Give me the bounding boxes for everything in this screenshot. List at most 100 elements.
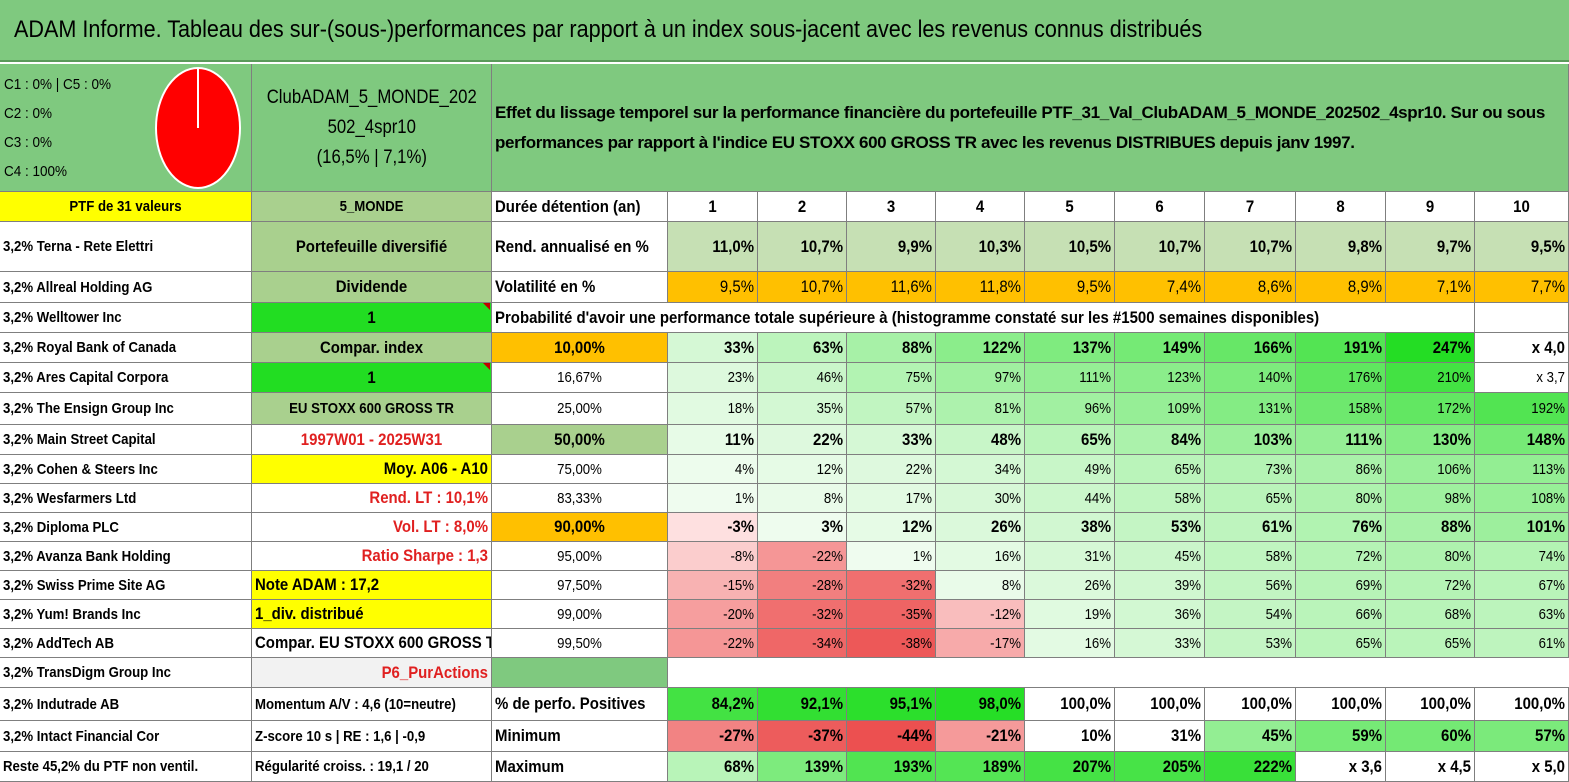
minimum-value-text: 10% — [1081, 726, 1111, 745]
portfolio-name-line: ClubADAM_5_MONDE_202 — [266, 86, 477, 108]
minimum-value-text: 31% — [1171, 726, 1201, 745]
quantile-value-text: 39% — [1174, 576, 1201, 594]
holding-row-text: 3,2% Swiss Prime Site AG — [3, 576, 166, 594]
maximum-value: 222% — [1205, 752, 1296, 782]
quantile-value-text: -8% — [730, 547, 754, 565]
minimum-value: 59% — [1296, 721, 1386, 752]
quantile-value-text: 45% — [1174, 547, 1201, 565]
quantile-value-text: 166% — [1253, 337, 1292, 357]
quantile-value: 131% — [1205, 393, 1296, 425]
holding-row: 3,2% Yum! Brands Inc — [0, 600, 252, 629]
quantile-level-text: 16,67% — [557, 369, 602, 386]
quantile-value: 210% — [1386, 363, 1475, 393]
quantile-value: 65% — [1025, 425, 1115, 455]
year-header: 2 — [758, 192, 847, 222]
quantile-value: -34% — [758, 629, 847, 658]
quantile-value-text: 49% — [1084, 460, 1111, 478]
positives-value: 100,0% — [1475, 688, 1569, 721]
quantile-value-text: 1% — [912, 547, 932, 565]
quantile-level: 99,00% — [492, 600, 668, 629]
quantile-value-text: 172% — [1437, 400, 1471, 417]
rendement-value: 10,7% — [758, 222, 847, 272]
quantile-value-text: 131% — [1258, 400, 1292, 417]
quantile-value: 63% — [1475, 600, 1569, 629]
holding-row-text: 3,2% Wesfarmers Ltd — [3, 489, 137, 507]
info-cell-text: 1_div. distribué — [255, 604, 364, 623]
quantile-value-text: 67% — [1538, 576, 1565, 594]
quantile-value-text: 80% — [1444, 547, 1471, 565]
quantile-value-text: 123% — [1167, 369, 1201, 386]
quantile-value-text: 98% — [1444, 489, 1471, 507]
quantile-value-text: 74% — [1538, 547, 1565, 565]
quantile-value-text: -15% — [723, 576, 754, 594]
rendement-value-text: 10,3% — [978, 236, 1021, 256]
rendement-value: 9,8% — [1296, 222, 1386, 272]
quantile-value-text: 72% — [1444, 576, 1471, 594]
quantile-value: 137% — [1025, 333, 1115, 363]
rendement-value: 9,7% — [1386, 222, 1475, 272]
positives-value: 100,0% — [1205, 688, 1296, 721]
quantile-value: 84% — [1115, 425, 1205, 455]
quantile-value-text: 33% — [902, 429, 932, 449]
rendement-value-text: 11,0% — [712, 236, 754, 256]
holding-row: 3,2% Wesfarmers Ltd — [0, 484, 252, 513]
quantile-value: 158% — [1296, 393, 1386, 425]
quantile-value-text: -38% — [901, 634, 932, 652]
quantile-value: 98% — [1386, 484, 1475, 513]
volatilite-value-text: 9,5% — [1076, 277, 1111, 296]
holding-row: 3,2% Allreal Holding AG — [0, 272, 252, 303]
quantile-value: 1% — [847, 542, 936, 571]
quantile-value-text: -34% — [812, 634, 843, 652]
quantile-value: 101% — [1475, 513, 1569, 542]
quantile-level: 83,33% — [492, 484, 668, 513]
label-rendement-text: Rend. annualisé en % — [495, 236, 649, 256]
quantile-value: 75% — [847, 363, 936, 393]
quantile-value-text: -32% — [901, 576, 932, 594]
holding-row: Reste 45,2% du PTF non ventil. — [0, 752, 252, 782]
quantile-value: 26% — [936, 513, 1025, 542]
quantile-value: 148% — [1475, 425, 1569, 455]
rendement-value: 9,5% — [1475, 222, 1569, 272]
quantile-value: -17% — [936, 629, 1025, 658]
quantile-value: 45% — [1115, 542, 1205, 571]
portfolio-name-line: (16,5% | 7,1%) — [316, 146, 427, 168]
rendement-value-text: 9,9% — [897, 236, 932, 256]
quantile-value-text: -28% — [812, 576, 843, 594]
minimum-value: 10% — [1025, 721, 1115, 752]
quantile-value-text: 56% — [1265, 576, 1292, 594]
quantile-value: 97% — [936, 363, 1025, 393]
report-title-bar: ADAM Informe. Tableau des sur-(sous-)per… — [0, 0, 1569, 62]
year-header: 10 — [1475, 192, 1569, 222]
quantile-value: 166% — [1205, 333, 1296, 363]
quantile-value-text: 65% — [1265, 489, 1292, 507]
positives-value-text: 95,1% — [889, 694, 932, 713]
rendement-value-text: 9,5% — [1530, 236, 1565, 256]
quantile-value-text: 4% — [734, 460, 754, 478]
comment-flag-icon — [483, 363, 490, 370]
quantile-value-text: x 4,0 — [1531, 337, 1565, 357]
minimum-value: -44% — [847, 721, 936, 752]
quantile-value: 109% — [1115, 393, 1205, 425]
quantile-value: 76% — [1296, 513, 1386, 542]
quantile-value-text: 148% — [1526, 429, 1565, 449]
allocation-legend-line: C4 : 100% — [4, 163, 68, 180]
year-header-text: 9 — [1425, 196, 1435, 216]
holding-row: 3,2% Royal Bank of Canada — [0, 333, 252, 363]
info-cell: Moy. A06 - A10 — [252, 455, 492, 484]
quantile-value-text: 54% — [1265, 605, 1292, 623]
volatilite-value: 11,6% — [847, 272, 936, 303]
quantile-value: 65% — [1386, 629, 1475, 658]
quantile-level: 50,00% — [492, 425, 668, 455]
positives-value-text: 84,2% — [711, 694, 754, 713]
info-cell-text: Portefeuille diversifié — [295, 236, 448, 256]
quantile-value: 1% — [668, 484, 758, 513]
quantile-value-text: 111% — [1079, 369, 1111, 386]
label-minimum: Minimum — [492, 721, 668, 752]
quantile-value-text: 58% — [1265, 547, 1292, 565]
quantile-level: 90,00% — [492, 513, 668, 542]
volatilite-value: 7,1% — [1386, 272, 1475, 303]
quantile-value-text: 1% — [734, 489, 754, 507]
minimum-value-text: 57% — [1535, 726, 1565, 745]
quantile-value: 17% — [847, 484, 936, 513]
quantile-value: 122% — [936, 333, 1025, 363]
